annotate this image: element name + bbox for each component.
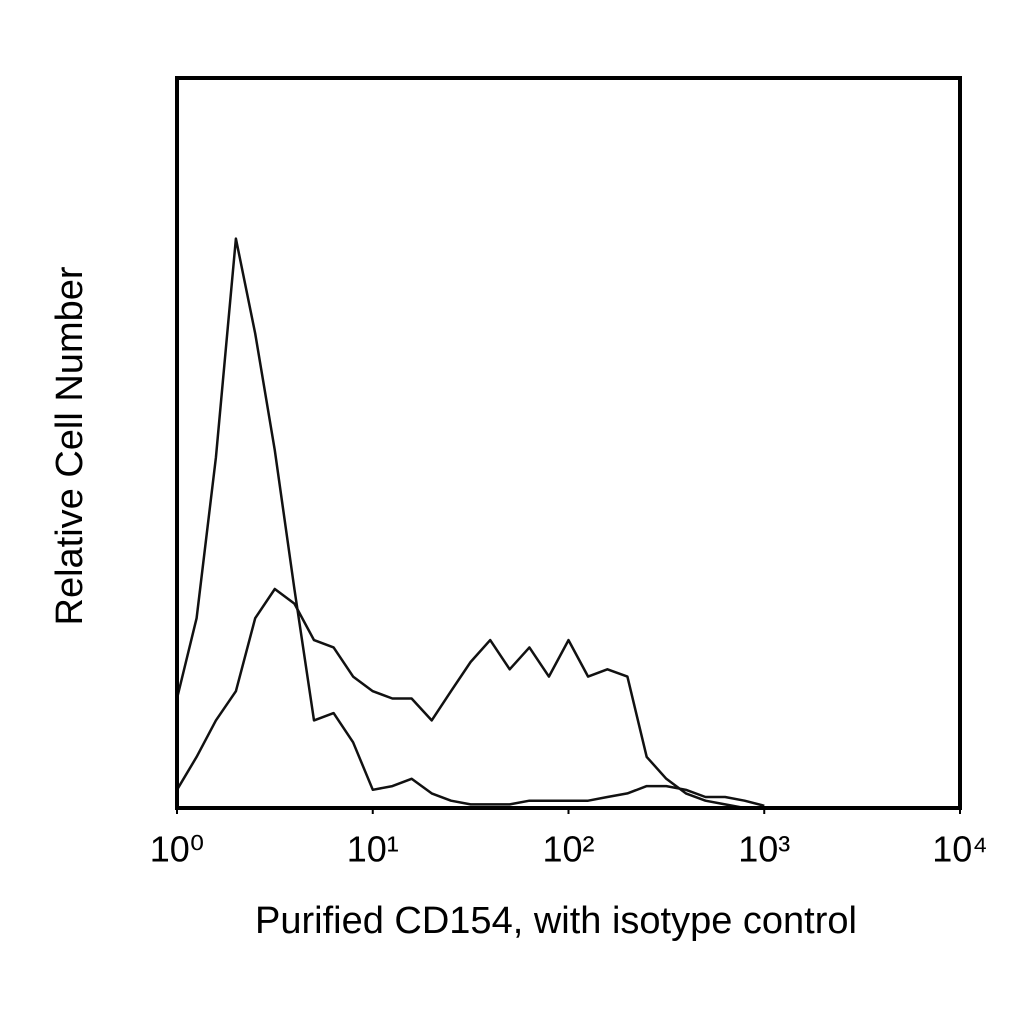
x-axis-label: Purified CD154, with isotype control: [255, 900, 857, 942]
x-tick-label: 10⁴: [932, 829, 988, 870]
histogram-line: [175, 237, 765, 808]
x-tick-label: 10⁰: [150, 829, 204, 870]
x-tick-label: 10¹: [347, 829, 399, 870]
histogram-line: [175, 587, 765, 810]
x-tick-label: 10³: [738, 829, 790, 870]
x-tick-label: 10²: [542, 829, 594, 870]
y-axis-label: Relative Cell Number: [49, 266, 91, 625]
plot-frame: [175, 76, 962, 810]
